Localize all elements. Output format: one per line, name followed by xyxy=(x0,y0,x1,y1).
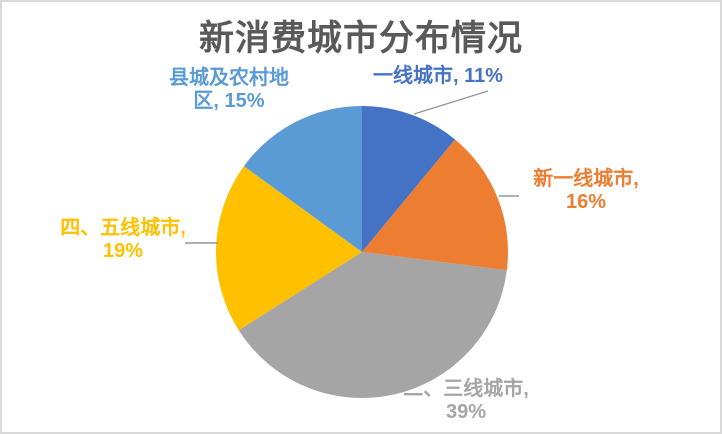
data-label-fourth-fifth-tier: 四、五线城市, 19% xyxy=(51,217,195,263)
chart-title: 新消费城市分布情况 xyxy=(198,19,523,58)
pie-slice-first-tier xyxy=(362,106,456,252)
pie-slice-fourth-fifth-tier xyxy=(215,166,362,331)
pie-slice-second-third-tier xyxy=(238,252,507,398)
data-label-line: 新一线城市, xyxy=(533,168,639,190)
data-label-line: 16% xyxy=(565,191,607,213)
data-label-second-third-tier: 二、三线城市, 39% xyxy=(394,378,538,424)
pie-slice-new-first-tier xyxy=(362,139,509,271)
data-label-line: 区, 15% xyxy=(193,90,265,112)
pie-slice-county-rural xyxy=(243,106,362,252)
data-label-line: 19% xyxy=(102,240,144,262)
data-label-line: 县城及农村地 xyxy=(169,67,289,89)
data-label-first-tier: 一线城市, 11% xyxy=(348,65,528,88)
data-label-line: 一线城市, 11% xyxy=(372,65,504,87)
data-label-line: 二、三线城市, xyxy=(403,378,529,400)
data-label-line: 四、五线城市, xyxy=(60,217,186,239)
data-label-county-rural: 县城及农村地 区, 15% xyxy=(159,67,299,113)
leader-line-first-tier xyxy=(413,90,489,115)
data-label-new-first-tier: 新一线城市, 16% xyxy=(514,168,658,214)
data-label-line: 39% xyxy=(445,401,487,423)
